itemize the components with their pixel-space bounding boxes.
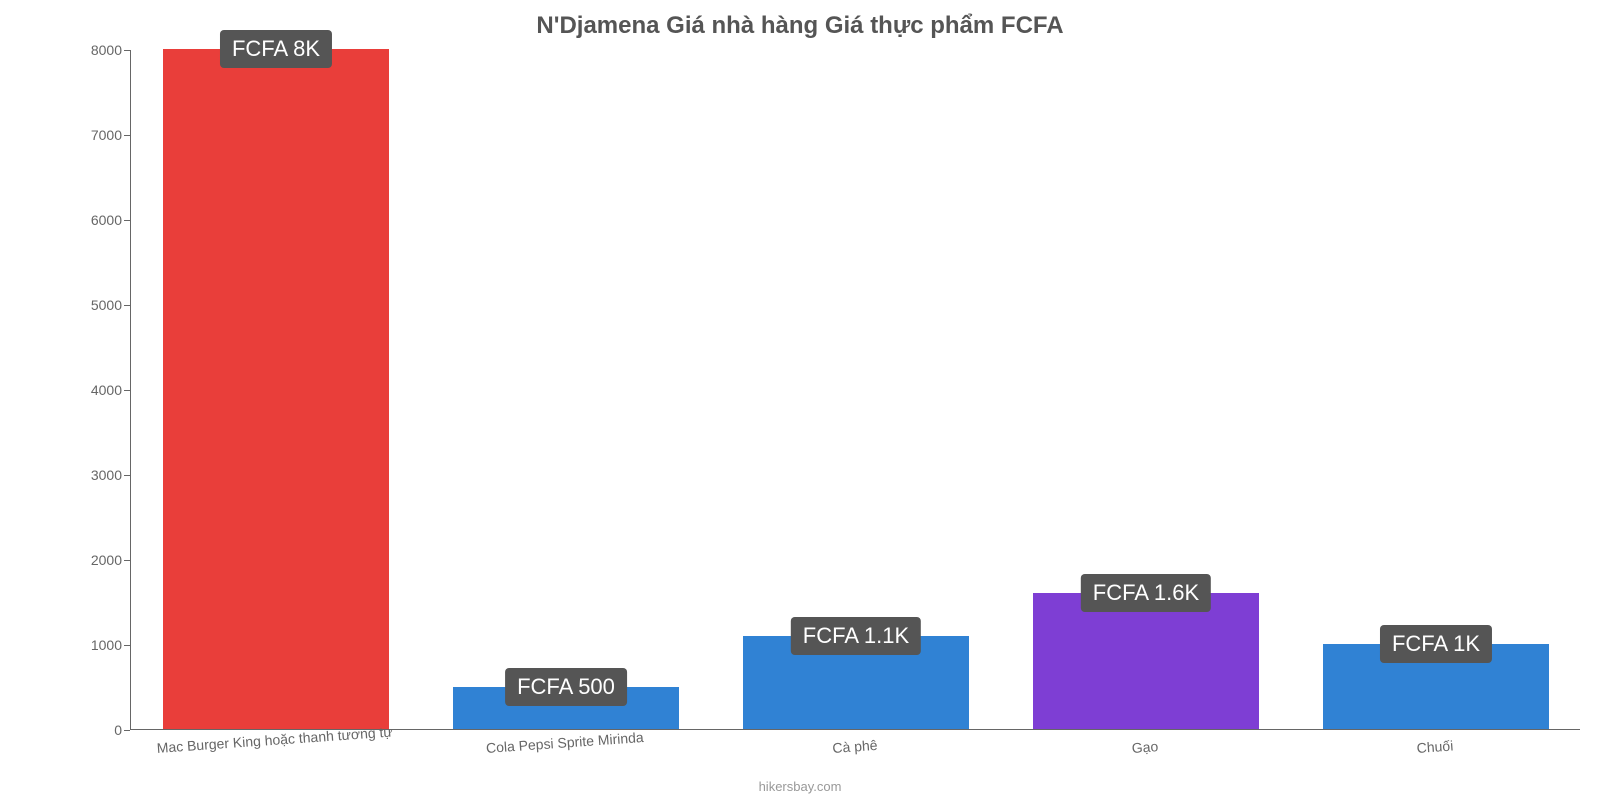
- y-tick-label: 0: [114, 722, 122, 738]
- plot-region: FCFA 8KFCFA 500FCFA 1.1KFCFA 1.6KFCFA 1K: [130, 50, 1580, 730]
- y-tick-label: 2000: [91, 552, 122, 568]
- bar-value-label: FCFA 1.1K: [791, 617, 921, 655]
- x-tick-label: Gạo: [1131, 738, 1159, 756]
- x-tick-label: Cà phê: [832, 737, 878, 756]
- bar-value-label: FCFA 500: [505, 668, 627, 706]
- x-tick-label: Cola Pepsi Sprite Mirinda: [485, 729, 644, 756]
- bar-value-label: FCFA 1.6K: [1081, 574, 1211, 612]
- x-axis-labels: Mac Burger King hoặc thanh tương tựCola …: [130, 740, 1580, 780]
- y-axis: 010002000300040005000600070008000: [80, 50, 130, 730]
- bar-value-label: FCFA 8K: [220, 30, 332, 68]
- y-tick-label: 5000: [91, 297, 122, 313]
- y-tick-mark: [124, 730, 130, 731]
- y-tick-label: 6000: [91, 212, 122, 228]
- y-tick-label: 8000: [91, 42, 122, 58]
- bar-value-label: FCFA 1K: [1380, 625, 1492, 663]
- chart-area: 010002000300040005000600070008000 FCFA 8…: [80, 50, 1580, 730]
- y-tick-label: 7000: [91, 127, 122, 143]
- attribution-text: hikersbay.com: [759, 779, 842, 794]
- bar: [163, 49, 389, 729]
- x-tick-label: Chuối: [1416, 737, 1454, 756]
- y-tick-label: 4000: [91, 382, 122, 398]
- y-tick-label: 3000: [91, 467, 122, 483]
- y-tick-label: 1000: [91, 637, 122, 653]
- bar: [1033, 593, 1259, 729]
